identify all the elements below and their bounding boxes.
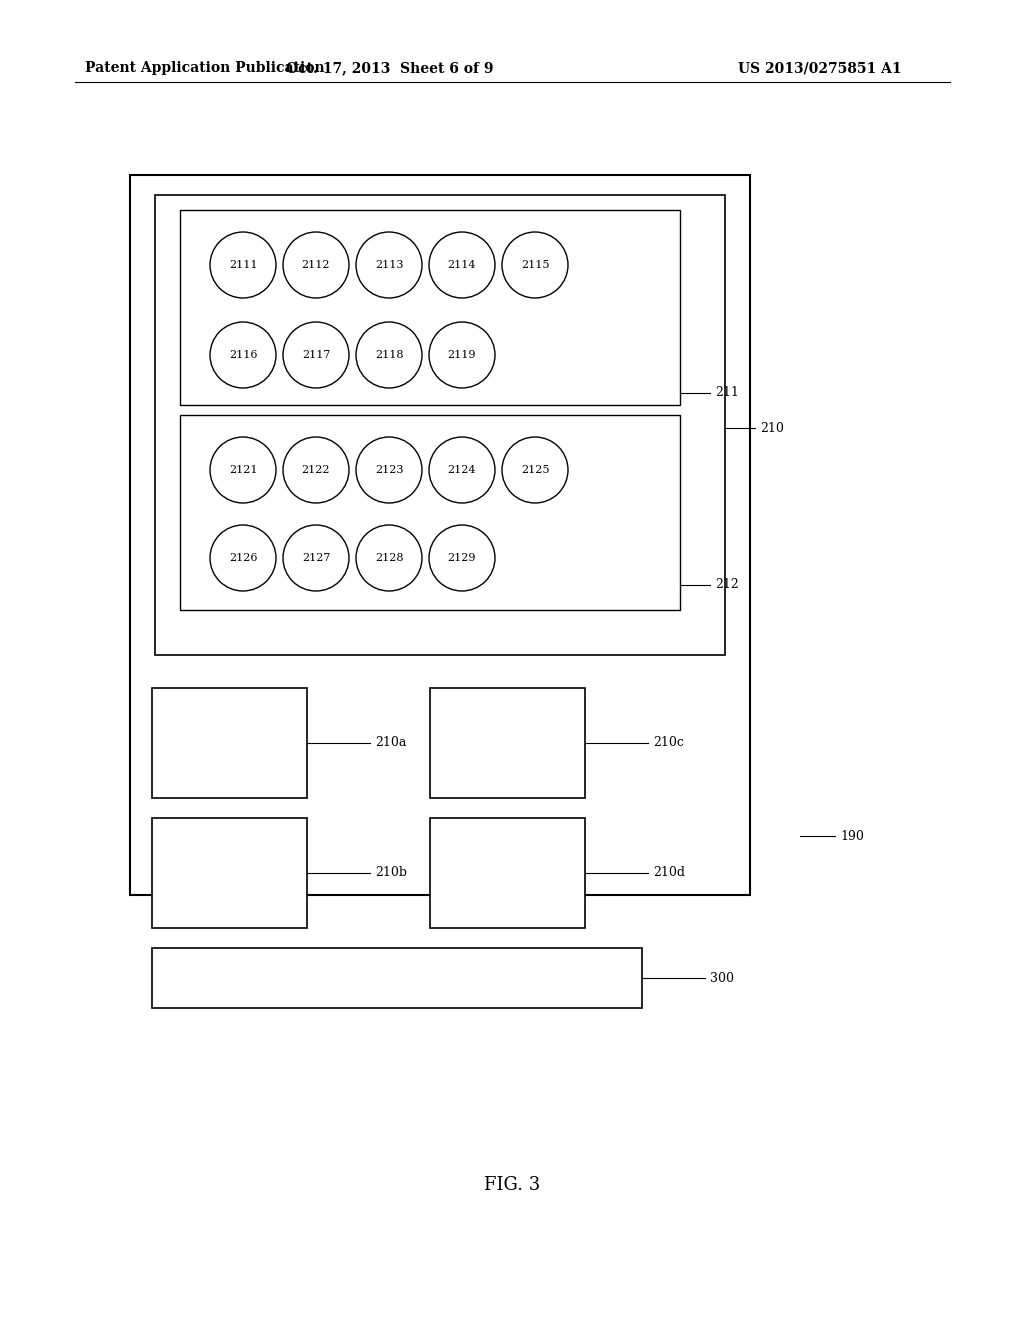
Bar [155,195,725,655]
Circle shape [502,437,568,503]
Text: 210c: 210c [653,737,684,750]
Circle shape [283,232,349,298]
Bar [152,818,307,928]
Circle shape [210,525,276,591]
Circle shape [283,525,349,591]
Text: 2127: 2127 [302,553,330,564]
Text: 2111: 2111 [228,260,257,271]
Bar [180,210,680,405]
Bar [430,818,585,928]
Text: 2123: 2123 [375,465,403,475]
Text: 2129: 2129 [447,553,476,564]
Text: US 2013/0275851 A1: US 2013/0275851 A1 [738,61,902,75]
Circle shape [210,322,276,388]
Text: 2126: 2126 [228,553,257,564]
Text: 2125: 2125 [521,465,549,475]
Text: Patent Application Publication: Patent Application Publication [85,61,325,75]
Text: 210d: 210d [653,866,685,879]
Circle shape [356,322,422,388]
Bar [430,688,585,799]
Text: 2116: 2116 [228,350,257,360]
Text: 2117: 2117 [302,350,330,360]
Text: 2128: 2128 [375,553,403,564]
Text: 2115: 2115 [521,260,549,271]
Text: 210: 210 [760,421,784,434]
Bar [152,688,307,799]
Circle shape [356,437,422,503]
Circle shape [429,232,495,298]
Circle shape [429,437,495,503]
Circle shape [210,437,276,503]
Circle shape [283,322,349,388]
Bar [152,948,642,1008]
Text: Oct. 17, 2013  Sheet 6 of 9: Oct. 17, 2013 Sheet 6 of 9 [287,61,494,75]
Circle shape [502,232,568,298]
Text: FIG. 3: FIG. 3 [484,1176,540,1195]
Text: 210b: 210b [375,866,407,879]
Text: 2119: 2119 [447,350,476,360]
Text: 2114: 2114 [447,260,476,271]
Bar [180,414,680,610]
Circle shape [356,525,422,591]
Text: 210a: 210a [375,737,407,750]
Text: 2121: 2121 [228,465,257,475]
Text: 2118: 2118 [375,350,403,360]
Circle shape [283,437,349,503]
Text: 212: 212 [715,578,738,591]
Text: 211: 211 [715,387,739,400]
Circle shape [210,232,276,298]
Text: 2113: 2113 [375,260,403,271]
Circle shape [429,322,495,388]
Circle shape [356,232,422,298]
Text: 2124: 2124 [447,465,476,475]
Text: 2112: 2112 [302,260,331,271]
Circle shape [429,525,495,591]
Text: 300: 300 [710,972,734,985]
Text: 190: 190 [840,829,864,842]
Text: 2122: 2122 [302,465,331,475]
Bar [130,176,750,895]
